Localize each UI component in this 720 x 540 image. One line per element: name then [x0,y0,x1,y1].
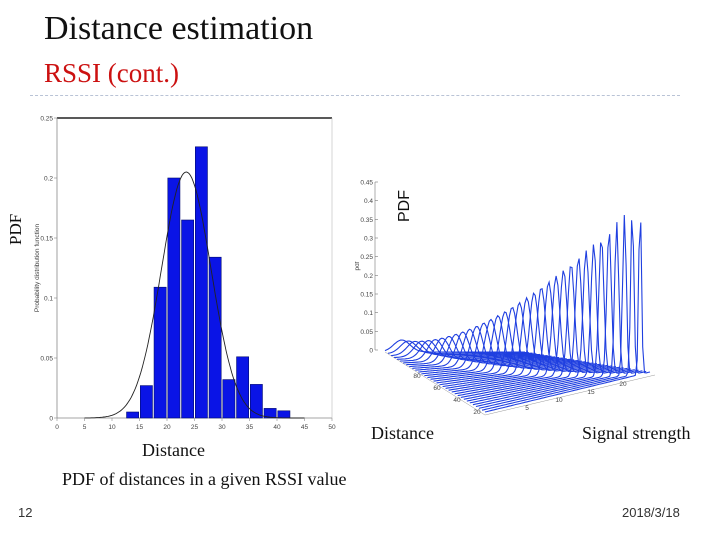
pdf-waterfall-curve [454,270,613,395]
histogram-bar [277,410,291,419]
pdf-waterfall-curve [433,306,586,382]
pdf-waterfall-curve [469,242,632,404]
left-y-axis-title: Probability distribution function [34,224,41,313]
pdf-waterfall-curve [391,340,533,357]
right-pdf-tick-label: 0.2 [364,273,373,280]
left-x-tick-label: 0 [55,424,59,431]
histogram-bar [167,177,181,419]
pdf-waterfall-curve [484,222,651,413]
left-y-tick-label: 0.2 [44,176,53,183]
right-pdf-tick-label: 0.35 [360,217,373,224]
right-distance-tick-label: 60 [433,385,441,392]
gaussian-fit-curve [84,171,305,419]
right-signal-tick-label: 15 [587,389,595,396]
pdf-waterfall-curve [442,292,598,388]
pdf-waterfall-curve [448,280,605,391]
right-pdf-tick-label: 0.45 [360,180,373,187]
distance-histogram-chart: 0 5 10 15 20 25 30 35 40 45 50 0 0.05 0.1 0.15 0.2 0.25 P… [34,116,336,432]
left-y-tick-label: 0.25 [40,116,53,123]
pdf-axis-label-left: PDF [6,213,25,245]
left-x-tick-label: 30 [218,424,226,431]
pdf-waterfall-curve [406,336,552,366]
distance-label-mid: Distance [371,423,434,443]
distance-label-left: Distance [142,440,205,460]
left-x-tick-label: 20 [163,424,171,431]
right-distance-axis [384,351,486,416]
histogram-bar [250,384,263,419]
signal-strength-label: Signal strength [582,423,691,443]
pdf-axis-label-right: PDF [396,190,413,222]
slide-number: 12 [18,505,33,520]
pdf-waterfall-curve [451,275,609,393]
left-x-tick-label: 25 [191,424,199,431]
pdf-waterfall-curve [400,339,544,362]
pdf-waterfall-curve [403,337,548,364]
left-x-tick-label: 45 [301,424,309,431]
right-pdf-tick-label: 0.25 [360,254,373,261]
right-signal-tick-label: 5 [525,405,529,412]
histogram-bar [126,411,140,419]
left-x-tick-label: 15 [136,424,144,431]
right-signal-axis [484,374,656,416]
right-pdf-tick-label: 0.4 [364,198,373,205]
pdf-waterfall-curve [409,333,556,368]
right-distance-tick-label: 40 [453,397,461,404]
pdf-waterfall-curve [460,258,620,399]
pdf-waterfall-curve [430,311,582,380]
right-pdf-tick-label: 0 [369,348,373,355]
figure-caption: PDF of distances in a given RSSI value [62,469,347,489]
histogram-bar [195,146,208,419]
histogram-bar [263,408,277,419]
histogram-bar [181,219,195,419]
pdf-waterfall-curve [397,340,541,360]
pdf-waterfall-curve [412,331,560,369]
pdf-waterfall-curve [415,328,563,371]
left-x-tick-label: 5 [83,424,87,431]
left-y-tick-label: 0 [49,416,53,423]
pdf-waterfall-curve [457,266,617,397]
histogram-bar [222,379,236,419]
right-distance-tick-label: 80 [413,373,421,380]
left-y-tick-label: 0.1 [44,296,53,303]
pdf-waterfall-curve [481,220,647,411]
right-signal-tick-label: 20 [619,381,627,388]
pdf-waterfall-curve [384,339,525,353]
pdf-waterfall-curve [445,288,601,389]
left-x-tick-label: 50 [328,424,336,431]
left-y-tick-label: 0.05 [40,356,53,363]
left-x-tick-label: 10 [108,424,116,431]
pdf-waterfall-curve [394,340,537,358]
slide-date: 2018/3/18 [622,505,680,520]
histogram-bar [208,256,222,419]
title-divider [30,95,680,96]
slide-title: Distance estimation [44,10,314,47]
right-pdf-tick-label: 0.15 [360,292,373,299]
pdf-waterfall-curve [427,314,579,379]
histogram-bar [153,286,167,419]
slide-subtitle: RSSI (cont.) [44,58,179,88]
left-x-tick-label: 40 [273,424,281,431]
right-pdf-tick-label: 0.05 [360,329,373,336]
left-x-tick-label: 35 [246,424,254,431]
pdf-waterfall-chart: 0 0.05 0.1 0.15 0.2 0.25 0.3 0.35 0.4 0.45 pdf 20 40… [355,180,656,416]
pdf-waterfall-curve [472,234,635,406]
pdf-waterfall-curve [463,250,624,400]
pdf-waterfall-curve [436,301,590,384]
histogram-bar [140,385,153,419]
pdf-waterfall-curve [478,214,643,409]
right-signal-tick-label: 10 [555,397,563,404]
histogram-bar [236,356,250,419]
right-pdf-tick-label: 0.1 [364,310,373,317]
right-distance-tick-label: 20 [473,409,481,416]
pdf-waterfall-curve [387,340,529,354]
left-y-tick-label: 0.15 [40,236,53,243]
right-pdf-axis-title: pdf [355,261,361,270]
right-pdf-tick-label: 0.3 [364,236,373,243]
